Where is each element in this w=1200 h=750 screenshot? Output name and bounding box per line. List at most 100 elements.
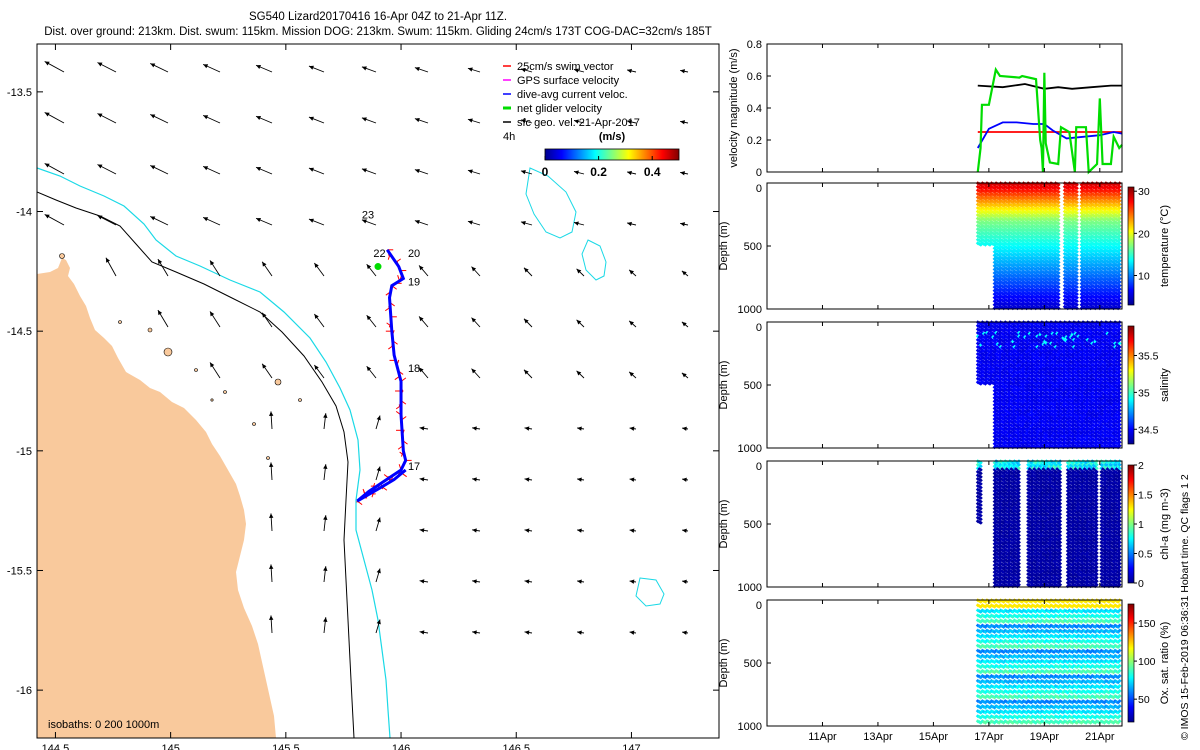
current-vector-head <box>419 316 424 322</box>
current-vector-head <box>472 426 477 431</box>
velocity-y-tick: 0.8 <box>747 39 762 51</box>
current-vector-head <box>629 320 634 326</box>
current-vector-head <box>376 517 381 523</box>
dive-avg-current-track <box>356 248 408 503</box>
map-y-tick-label: -15 <box>16 446 32 458</box>
legend-label: GPS surface velocity <box>517 75 620 87</box>
legend-label: dive-avg current veloc. <box>517 89 628 101</box>
legend-label: sfc geo. vel. 21-Apr-2017 <box>517 117 640 129</box>
net-velocity-marker <box>374 263 382 271</box>
current-vector-head <box>681 270 687 276</box>
current-vector-head <box>97 215 103 220</box>
section-y-tick: 500 <box>744 241 762 253</box>
current-vector-head <box>361 219 367 224</box>
current-vector-head <box>419 367 424 373</box>
map-y-axis: -13.5-14-14.5-15-15.5-16 <box>7 87 719 697</box>
current-vector-head <box>467 169 473 174</box>
section-y-tick: 1000 <box>738 304 762 316</box>
current-vector-head <box>520 119 526 124</box>
reef-island <box>59 253 65 259</box>
section-y-label: Depth (m) <box>718 222 730 271</box>
current-vector-head <box>414 168 420 174</box>
coastline-land <box>37 258 276 738</box>
speed-colorbar: (m/s) 0 0.2 0.4 <box>542 131 680 179</box>
current-vector-head <box>323 617 328 622</box>
speed-colorbar-tick: 0.4 <box>644 165 661 179</box>
current-vector-head <box>573 119 579 124</box>
reef-island <box>223 390 227 394</box>
current-vector-head <box>419 477 425 482</box>
current-vector-head <box>361 168 367 173</box>
isobath-1000m <box>37 167 391 738</box>
current-vector-head <box>323 464 328 469</box>
section-colorbar-tick: 30 <box>1138 186 1150 198</box>
current-vector-head <box>576 319 582 325</box>
legend-label: net glider velocity <box>517 103 602 115</box>
section-colorbar-tick: 20 <box>1138 228 1150 240</box>
current-vector-head <box>419 579 425 584</box>
map-x-tick-label: 147 <box>622 743 640 750</box>
reef-island <box>210 398 214 402</box>
current-vector-head <box>150 63 156 68</box>
map-x-tick-label: 144.5 <box>42 743 70 750</box>
day-label: 20 <box>408 248 420 260</box>
current-vector-head <box>376 568 381 574</box>
current-vector-head <box>577 630 582 635</box>
glider-track <box>356 248 412 506</box>
current-vector-head <box>573 170 579 175</box>
current-vector-head <box>376 466 381 472</box>
current-vector-head <box>308 116 314 121</box>
current-vector-head <box>256 65 262 70</box>
current-vector-head <box>414 66 420 72</box>
current-vector-head <box>681 321 687 327</box>
current-vector-head <box>157 259 163 265</box>
current-vector-head <box>577 528 582 533</box>
current-vector-head <box>256 116 262 121</box>
current-vector-head <box>150 165 156 170</box>
current-vector-head <box>210 311 215 317</box>
velocity-panel-frame <box>766 43 1123 173</box>
current-vector-head <box>262 363 267 369</box>
current-vector-head <box>467 118 473 123</box>
isobath-200m <box>37 191 355 738</box>
current-vector-head <box>467 67 473 72</box>
current-vector-head <box>44 163 50 168</box>
current-vector-head <box>376 619 381 625</box>
current-vector-head <box>577 579 582 584</box>
current-vector-head <box>323 515 328 520</box>
day-label: 17 <box>408 461 420 473</box>
current-vector-head <box>471 317 477 323</box>
current-vector-head <box>472 528 477 533</box>
current-vector-head <box>573 68 579 73</box>
current-vector-head <box>203 64 209 69</box>
current-vector-head <box>314 263 319 268</box>
current-vector-head <box>157 310 163 316</box>
current-vector-head <box>577 477 582 482</box>
current-vector-head <box>203 115 209 120</box>
current-vector-head <box>419 265 424 271</box>
current-vector-head <box>97 164 103 169</box>
current-vector-head <box>361 66 367 71</box>
legend-label: 25cm/s swim vector <box>517 61 614 73</box>
figure-title-line1: SG540 Lizard20170416 16-Apr 04Z to 21-Ap… <box>249 11 507 23</box>
map-x-tick-label: 146 <box>392 743 410 750</box>
current-vector-head <box>269 564 274 570</box>
day-label: 19 <box>408 277 420 289</box>
current-vector-head <box>629 528 635 533</box>
day-label: 23 <box>362 210 374 222</box>
current-vector-head <box>376 415 381 421</box>
speed-colorbar-title: (m/s) <box>599 131 626 143</box>
current-vector-head <box>467 220 473 225</box>
current-vector-head <box>629 426 635 431</box>
current-vector-head <box>256 167 262 172</box>
current-vector-head <box>361 117 367 122</box>
velocity-y-label: velocity magnitude (m/s) <box>728 48 740 167</box>
section-y-tick: 0 <box>756 183 762 195</box>
current-vector-head <box>97 113 103 118</box>
section-colorbar-tick: 10 <box>1138 271 1150 283</box>
current-vector-head <box>44 112 50 117</box>
current-vector-head <box>524 528 530 533</box>
current-vector-head <box>210 260 215 266</box>
current-vector-head <box>269 411 274 417</box>
